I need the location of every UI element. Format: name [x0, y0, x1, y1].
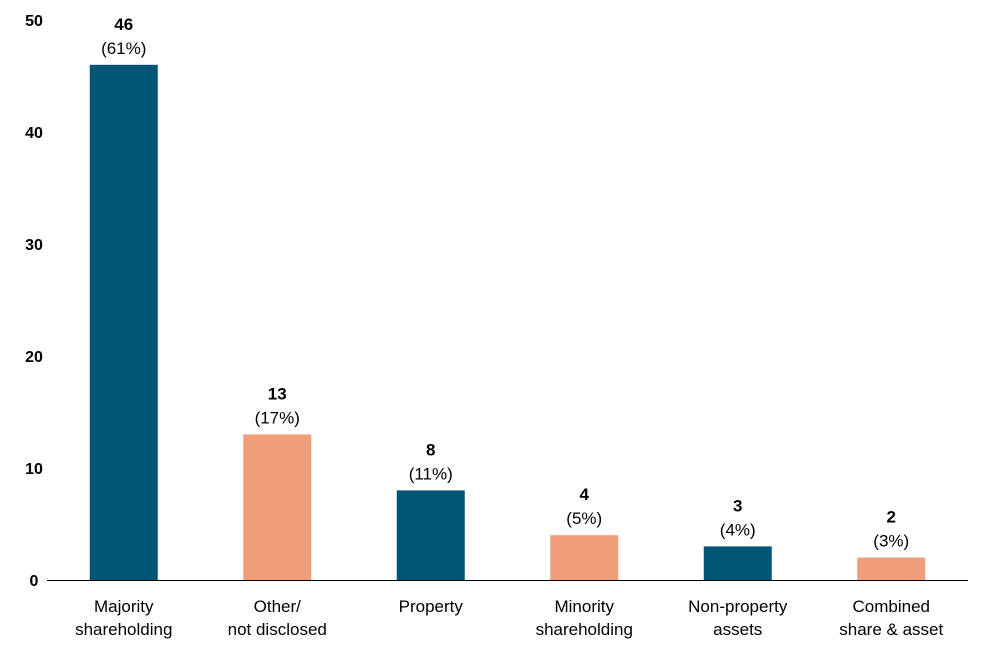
value-label: 46	[114, 15, 133, 34]
y-tick-label: 20	[25, 349, 43, 366]
percent-label: (61%)	[101, 39, 146, 58]
x-tick-label: Minority	[554, 597, 614, 616]
y-axis: 0 10 20 30 40 50	[25, 13, 43, 590]
percent-label: (11%)	[409, 464, 453, 483]
x-tick-label: Majority	[94, 597, 154, 616]
y-tick-label: 50	[25, 13, 43, 30]
bar	[857, 557, 926, 580]
bar	[89, 64, 158, 581]
x-axis: Majority shareholding Other/not disclosed P…	[47, 580, 968, 639]
y-tick-label: 40	[25, 125, 43, 142]
x-tick-label-line2: shareholding	[536, 620, 633, 639]
x-tick-label-line2: not disclosed	[228, 620, 327, 639]
percent-label: (17%)	[255, 408, 300, 427]
x-tick-label: Combined	[853, 597, 931, 616]
percent-label: (4%)	[720, 520, 756, 539]
percent-label: (3%)	[873, 532, 909, 551]
y-tick-label: 0	[30, 573, 39, 590]
x-tick-label: Non-property	[688, 597, 788, 616]
percent-label: (5%)	[566, 509, 602, 528]
value-label: 8	[426, 440, 435, 459]
bar	[396, 490, 465, 580]
bar	[703, 546, 772, 580]
x-tick-label-line2: assets	[713, 620, 762, 639]
data-labels-group: 46 (61%) 13 (17%) 8 (11%) 4 (5%) 3 (4%) 2 (3%)	[101, 15, 909, 551]
bar	[550, 535, 619, 580]
value-label: 13	[268, 384, 287, 403]
y-tick-label: 10	[25, 461, 43, 478]
bars-group	[89, 64, 926, 581]
bar	[243, 434, 312, 580]
x-tick-label-line2: shareholding	[75, 620, 172, 639]
x-tick-label-line2: share & asset	[839, 620, 943, 639]
value-label: 2	[887, 508, 896, 527]
x-tick-label: Other/	[254, 597, 302, 616]
value-label: 4	[580, 485, 590, 504]
x-tick-label: Property	[399, 597, 464, 616]
y-tick-label: 30	[25, 237, 43, 254]
value-label: 3	[733, 496, 742, 515]
